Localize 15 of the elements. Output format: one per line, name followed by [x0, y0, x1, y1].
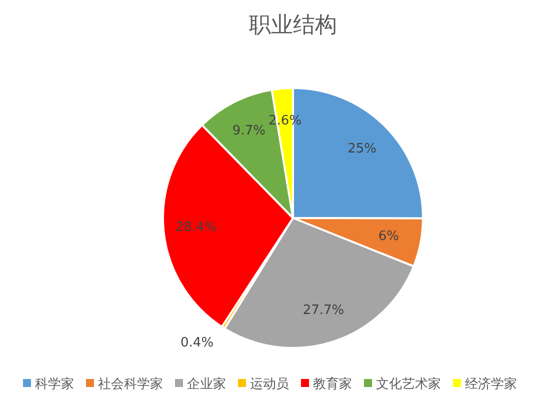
- legend-label: 科学家: [35, 376, 74, 392]
- data-label: 2.6%: [268, 113, 302, 128]
- legend-label: 运动员: [250, 377, 289, 392]
- data-label: 9.7%: [232, 124, 266, 139]
- data-label: 28.4%: [175, 220, 217, 236]
- chart-title: 职业结构: [249, 13, 337, 38]
- legend-label: 文化艺术家: [376, 376, 441, 392]
- data-label: 25%: [348, 142, 377, 157]
- data-label: 27.7%: [302, 303, 344, 318]
- data-label: 0.4%: [180, 335, 214, 350]
- legend-label: 社会科学家: [98, 376, 163, 392]
- legend-label: 企业家: [187, 376, 226, 392]
- legend-label: 经济学家: [465, 376, 517, 392]
- data-label: 6%: [378, 229, 400, 244]
- legend-label: 教育家: [313, 376, 352, 392]
